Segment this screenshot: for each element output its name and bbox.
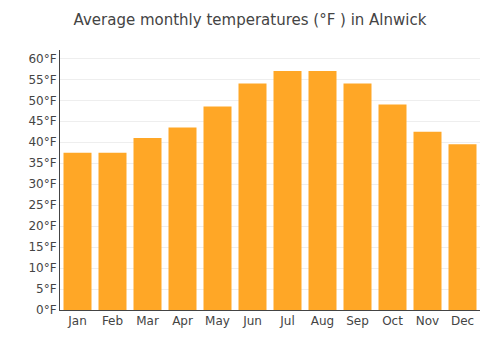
svg-text:Dec: Dec [451,314,474,328]
svg-text:May: May [205,314,230,328]
svg-text:Jun: Jun [242,314,262,328]
svg-text:Nov: Nov [416,314,439,328]
svg-text:25°F: 25°F [28,198,56,212]
svg-text:55°F: 55°F [28,73,56,87]
svg-text:Apr: Apr [172,314,193,328]
svg-text:30°F: 30°F [28,177,56,191]
svg-text:Oct: Oct [382,314,403,328]
svg-text:10°F: 10°F [28,261,56,275]
svg-text:20°F: 20°F [28,219,56,233]
svg-text:Sep: Sep [346,314,369,328]
svg-text:15°F: 15°F [28,240,56,254]
svg-text:50°F: 50°F [28,94,56,108]
svg-text:Mar: Mar [136,314,159,328]
svg-text:35°F: 35°F [28,156,56,170]
svg-text:45°F: 45°F [28,114,56,128]
svg-text:40°F: 40°F [28,135,56,149]
svg-text:Aug: Aug [311,314,334,328]
svg-text:Jan: Jan [67,314,87,328]
svg-text:5°F: 5°F [36,282,57,296]
svg-text:Average monthly temperatures (: Average monthly temperatures (°F ) in Al… [74,11,427,29]
svg-text:Feb: Feb [102,314,123,328]
svg-text:Jul: Jul [279,314,294,328]
svg-text:0°F: 0°F [36,303,57,317]
svg-text:60°F: 60°F [28,52,56,66]
